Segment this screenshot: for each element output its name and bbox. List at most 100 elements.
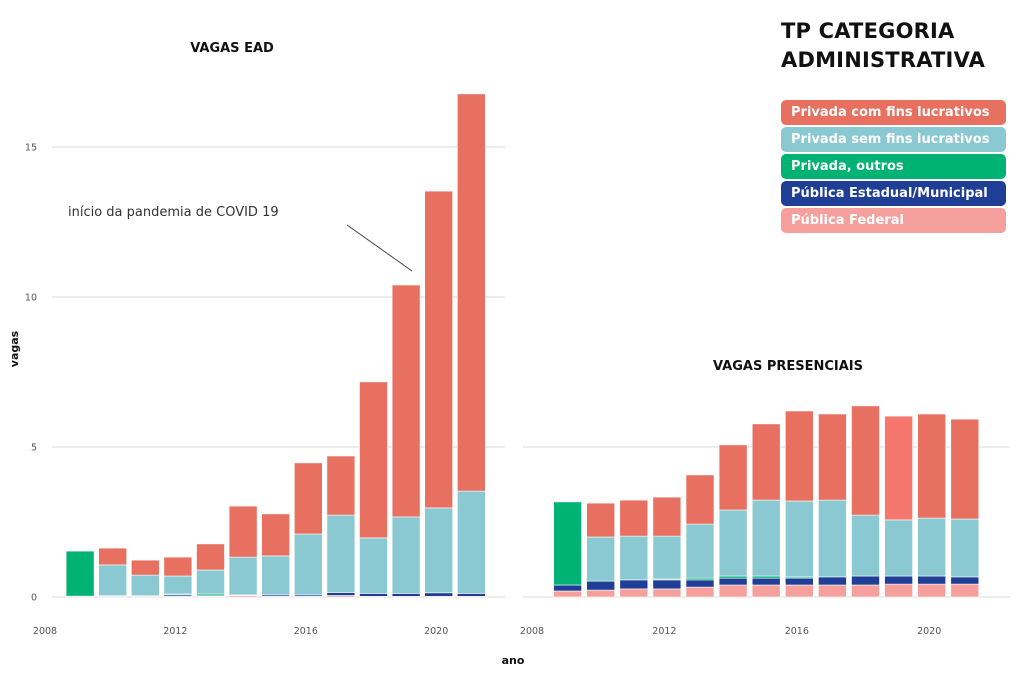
presencial-panel-title: VAGAS PRESENCIAIS <box>713 359 863 374</box>
bar-segment <box>851 584 880 598</box>
bar-segment <box>553 501 582 586</box>
bar-segment <box>884 583 913 598</box>
legend-item-publica-federal[interactable]: Pública Federal <box>781 208 1006 233</box>
x-tick-label: 2012 <box>163 626 187 637</box>
bar-segment <box>652 579 682 590</box>
bar-segment <box>359 537 388 594</box>
legend-item-privada-sem-fins[interactable]: Privada sem fins lucrativos <box>781 127 1006 152</box>
bar-segment <box>456 593 486 597</box>
x-tick-label: 2020 <box>424 626 448 637</box>
bar-segment <box>391 593 421 597</box>
bar-segment <box>359 381 388 539</box>
bar-segment <box>685 586 715 598</box>
bar-segment <box>652 588 682 598</box>
bar-segment <box>851 514 880 577</box>
legend-title-line2: ADMINISTRATIVA <box>781 48 986 72</box>
x-tick-label: 2012 <box>652 626 676 637</box>
bar-segment <box>917 575 947 585</box>
bar-segment <box>751 575 781 579</box>
bar-segment <box>98 564 127 596</box>
bar-segment <box>586 536 616 582</box>
bar-segment <box>131 574 160 596</box>
bar-segment <box>917 583 947 598</box>
bar-segment <box>619 499 649 537</box>
x-tick-label: 2016 <box>785 626 809 637</box>
x-tick-label: 2008 <box>520 626 544 637</box>
legend-title: TP CATEGORIA ADMINISTRATIVA <box>781 17 1006 75</box>
bar-segment <box>652 496 682 537</box>
legend-item-privada-outros[interactable]: Privada, outros <box>781 154 1006 179</box>
bar-segment <box>718 577 748 586</box>
bar-segment <box>751 584 781 598</box>
bar-segment <box>851 405 880 516</box>
x-tick-label: 2020 <box>917 626 941 637</box>
bar-segment <box>293 533 323 596</box>
bar-segment <box>718 509 748 577</box>
bar-segment <box>652 535 682 580</box>
bar-segment <box>685 579 715 588</box>
bar-segment <box>751 499 781 577</box>
bar-segment <box>917 517 947 577</box>
bar-segment <box>391 284 421 518</box>
legend: TP CATEGORIA ADMINISTRATIVA Privada com … <box>781 17 1006 235</box>
bar-segment <box>326 455 356 516</box>
bar-segment <box>261 555 291 596</box>
bar-segment <box>586 580 616 591</box>
bar-segment <box>685 474 715 525</box>
bar-segment <box>293 462 323 535</box>
bars <box>65 93 980 598</box>
legend-item-publica-estadual-municipal[interactable]: Pública Estadual/Municipal <box>781 181 1006 206</box>
bar-segment <box>65 550 95 597</box>
bar-segment <box>851 575 880 586</box>
bar-segment <box>619 535 649 581</box>
tick-labels: 0 5 10 15 2008 2012 2016 2020 2008 2012 2016 2020 <box>25 143 941 638</box>
y-tick-label: 10 <box>25 293 37 304</box>
bar-segment <box>751 577 781 586</box>
bar-segment <box>619 579 649 590</box>
bar-segment <box>950 576 980 585</box>
x-tick-label: 2008 <box>33 626 57 637</box>
legend-title-line1: TP CATEGORIA <box>781 19 955 43</box>
bar-segment <box>98 547 127 566</box>
ead-panel-title: VAGAS EAD <box>190 41 274 56</box>
bar-segment <box>261 513 291 557</box>
bar-segment <box>884 575 913 585</box>
bar-segment <box>424 190 454 509</box>
bar-segment <box>950 418 980 520</box>
y-tick-label: 5 <box>31 443 37 454</box>
bar-segment <box>391 516 421 594</box>
y-axis-title: vagas <box>8 330 21 367</box>
bar-segment <box>784 577 814 586</box>
bar-segment <box>917 413 947 519</box>
bar-segment <box>718 444 748 511</box>
bar-segment <box>326 514 356 593</box>
bar-segment <box>718 575 748 579</box>
bar-segment <box>424 507 454 594</box>
bar-segment <box>228 556 258 596</box>
bar-segment <box>359 593 388 597</box>
covid-annotation: início da pandemia de COVID 19 <box>68 205 279 220</box>
bar-segment <box>131 559 160 576</box>
legend-item-privada-com-fins[interactable]: Privada com fins lucrativos <box>781 100 1006 125</box>
bar-segment <box>784 584 814 598</box>
bar-segment <box>326 592 356 596</box>
bar-segment <box>784 410 814 502</box>
bar-segment <box>456 93 486 492</box>
bar-segment <box>818 499 847 578</box>
bar-segment <box>553 590 582 598</box>
bar-segment <box>751 423 781 501</box>
bar-segment <box>196 543 225 571</box>
bar-segment <box>163 575 193 595</box>
x-axis-title: ano <box>502 654 525 667</box>
covid-annotation-pointer <box>346 224 413 272</box>
y-tick-label: 15 <box>25 143 37 154</box>
x-tick-label: 2016 <box>294 626 318 637</box>
bar-segment <box>818 576 847 586</box>
bar-segment <box>586 502 616 538</box>
bar-segment <box>718 584 748 598</box>
y-tick-label: 0 <box>31 593 37 604</box>
bar-segment <box>950 518 980 578</box>
bar-segment <box>784 500 814 578</box>
bar-segment <box>619 588 649 598</box>
bar-segment <box>818 413 847 501</box>
